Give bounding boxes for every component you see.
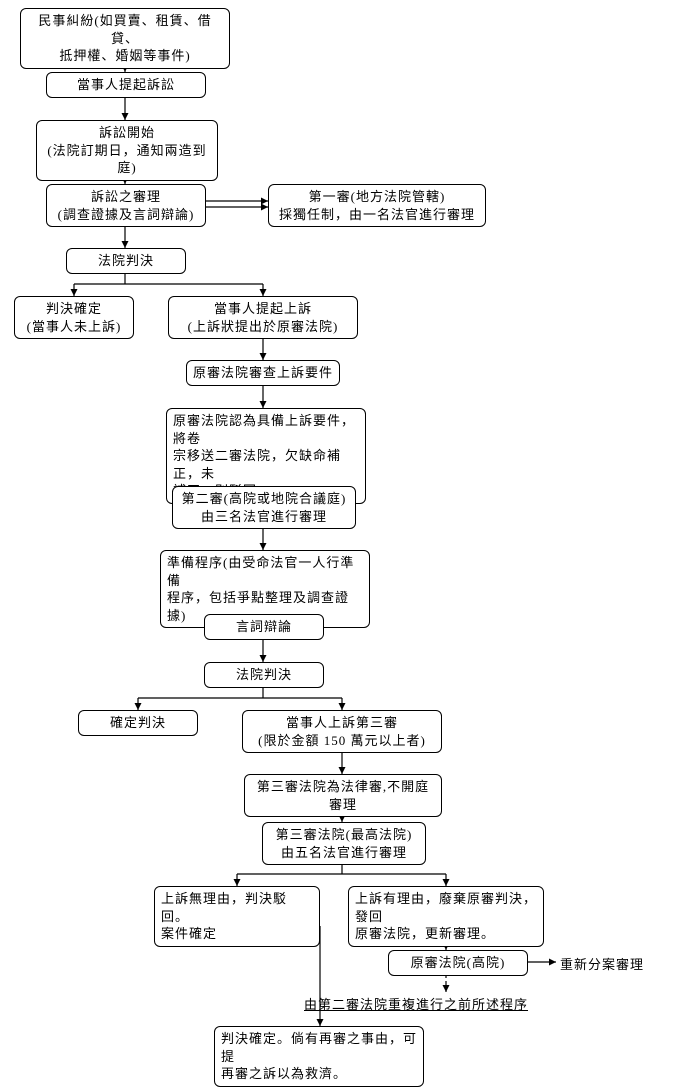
node-court-judgment-1: 法院判決: [66, 248, 186, 274]
node-supreme-court: 第三審法院(最高法院)由五名法官進行審理: [262, 822, 426, 865]
node-file-lawsuit: 當事人提起訴訟: [46, 72, 206, 98]
node-court-judgment-2: 法院判決: [204, 662, 324, 688]
node-third-legal-review: 第三審法院為法律審,不開庭審理: [244, 774, 442, 817]
node-trial-hearing: 訴訟之審理(調查證據及言詞辯論): [46, 184, 206, 227]
node-original-court: 原審法院(高院): [388, 950, 528, 976]
node-appeal-rejected: 上訴無理由，判決駁回。案件確定: [154, 886, 320, 947]
node-oral-argument: 言詞辯論: [204, 614, 324, 640]
node-second-instance: 第二審(高院或地院合議庭)由三名法官進行審理: [172, 486, 356, 529]
node-final-retrial: 判決確定。倘有再審之事由，可提再審之訴以為救濟。: [214, 1026, 424, 1087]
node-civil-dispute: 民事糾紛(如買賣、租賃、借貸、抵押權、婚姻等事件): [20, 8, 230, 69]
label-reassign: 重新分案審理: [560, 954, 644, 973]
node-file-appeal: 當事人提起上訴(上訴狀提出於原審法院): [168, 296, 358, 339]
node-review-appeal-req: 原審法院審查上訴要件: [186, 360, 340, 386]
label-repeat-procedure: 由第二審法院重複進行之前所述程序: [304, 994, 528, 1013]
node-lawsuit-start: 訴訟開始(法院訂期日，通知兩造到庭): [36, 120, 218, 181]
node-appeal-third: 當事人上訴第三審(限於金額 150 萬元以上者): [242, 710, 442, 753]
node-appeal-granted: 上訴有理由，廢棄原審判決，發回原審法院，更新審理。: [348, 886, 544, 947]
node-judgment-final-2: 確定判決: [78, 710, 198, 736]
node-judgment-final-1: 判決確定(當事人未上訴): [14, 296, 134, 339]
node-first-instance: 第一審(地方法院管轄)採獨任制，由一名法官進行審理: [268, 184, 486, 227]
